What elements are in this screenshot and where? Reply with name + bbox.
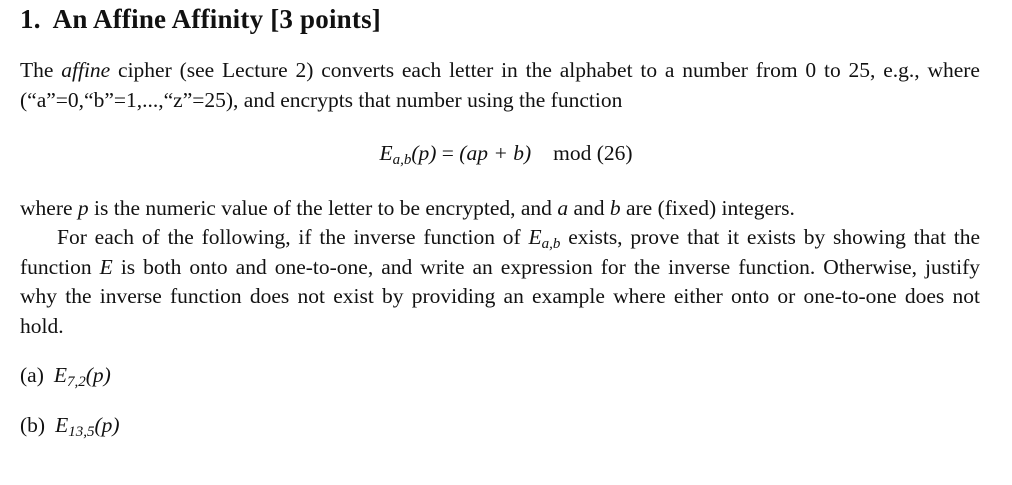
- math-symbol: E: [379, 141, 393, 165]
- math-arg: (p): [94, 413, 120, 437]
- text: cipher (see Lecture 2) converts each let…: [20, 58, 980, 112]
- text: The: [20, 58, 62, 82]
- item-label: (b): [20, 413, 46, 437]
- math-subscript: 7,2: [67, 374, 86, 390]
- math-arg: (p): [411, 141, 437, 165]
- variables-paragraph: where p is the numeric value of the lett…: [20, 194, 980, 224]
- text: For each of the following, if the invers…: [57, 225, 529, 249]
- text: are (fixed) integers.: [620, 196, 795, 220]
- intro-paragraph: The affine cipher (see Lecture 2) conver…: [20, 56, 980, 115]
- instructions-paragraph: For each of the following, if the invers…: [20, 223, 980, 341]
- text: and: [568, 196, 610, 220]
- subquestion-a: (a) E7,2(p): [20, 363, 111, 390]
- section-title: 1. An Affine Affinity [3 points]: [20, 4, 381, 35]
- section-title-text: An Affine Affinity [3 points]: [52, 4, 381, 34]
- math-var: a: [557, 196, 569, 220]
- math-symbol: E: [53, 363, 68, 387]
- math-mod: mod (26): [553, 141, 633, 165]
- item-label: (a): [20, 363, 44, 387]
- math-subscript: 13,5: [68, 424, 95, 440]
- subquestion-b: (b) E13,5(p): [20, 413, 120, 440]
- math-symbol: E: [55, 413, 69, 437]
- math-subscript: a,b: [392, 152, 412, 168]
- text: is both onto and one-to-one, and write a…: [20, 254, 980, 338]
- text: exists, prove that it exists by showing …: [20, 225, 980, 279]
- math-subscript: a,b: [541, 236, 561, 252]
- math-arg: (p): [85, 363, 111, 387]
- section-number: 1.: [20, 4, 41, 34]
- math-rhs: (ap + b): [459, 141, 532, 165]
- math-var: E: [99, 254, 113, 279]
- math-var: b: [609, 196, 621, 220]
- math-symbol: E: [528, 225, 542, 249]
- math-equals: =: [436, 141, 460, 165]
- text: is the numeric value of the letter to be…: [88, 196, 558, 220]
- emphasis: affine: [61, 58, 111, 82]
- math-var: p: [77, 196, 89, 220]
- text: where: [20, 196, 78, 220]
- equation: Ea,b(p) = (ap + b) mod (26): [0, 141, 1012, 168]
